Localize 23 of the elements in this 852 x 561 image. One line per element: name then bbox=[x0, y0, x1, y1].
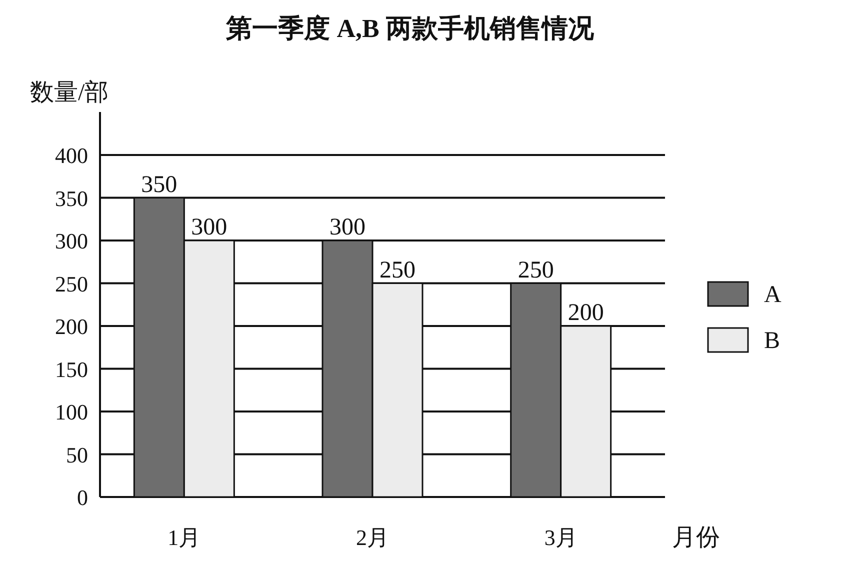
y-tick-label: 250 bbox=[55, 271, 88, 296]
x-axis-title: 月份 bbox=[672, 525, 720, 551]
x-tick-label: 1月 bbox=[168, 525, 201, 550]
y-tick-label: 400 bbox=[55, 143, 88, 168]
x-tick-label: 2月 bbox=[356, 525, 389, 550]
y-tick-label: 200 bbox=[55, 314, 88, 339]
y-axis-title: 数量/部 bbox=[30, 79, 109, 106]
data-label: 250 bbox=[380, 257, 416, 284]
chart-title: 第一季度 A,B 两款手机销售情况 bbox=[225, 14, 595, 43]
y-tick-label: 0 bbox=[77, 485, 88, 510]
data-label: 350 bbox=[141, 172, 178, 198]
y-tick-label: 300 bbox=[55, 228, 88, 254]
y-tick-label: 350 bbox=[55, 186, 88, 211]
y-tick-label: 50 bbox=[66, 442, 88, 468]
legend-label: A bbox=[764, 282, 782, 308]
data-label: 300 bbox=[191, 214, 228, 240]
data-label: 300 bbox=[330, 214, 366, 240]
x-tick-label: 3月 bbox=[544, 525, 578, 550]
y-tick-label: 150 bbox=[55, 356, 88, 382]
data-label: 250 bbox=[518, 257, 554, 284]
legend-label: B bbox=[764, 328, 780, 354]
data-label: 200 bbox=[568, 300, 604, 326]
y-tick-label: 100 bbox=[55, 400, 88, 424]
